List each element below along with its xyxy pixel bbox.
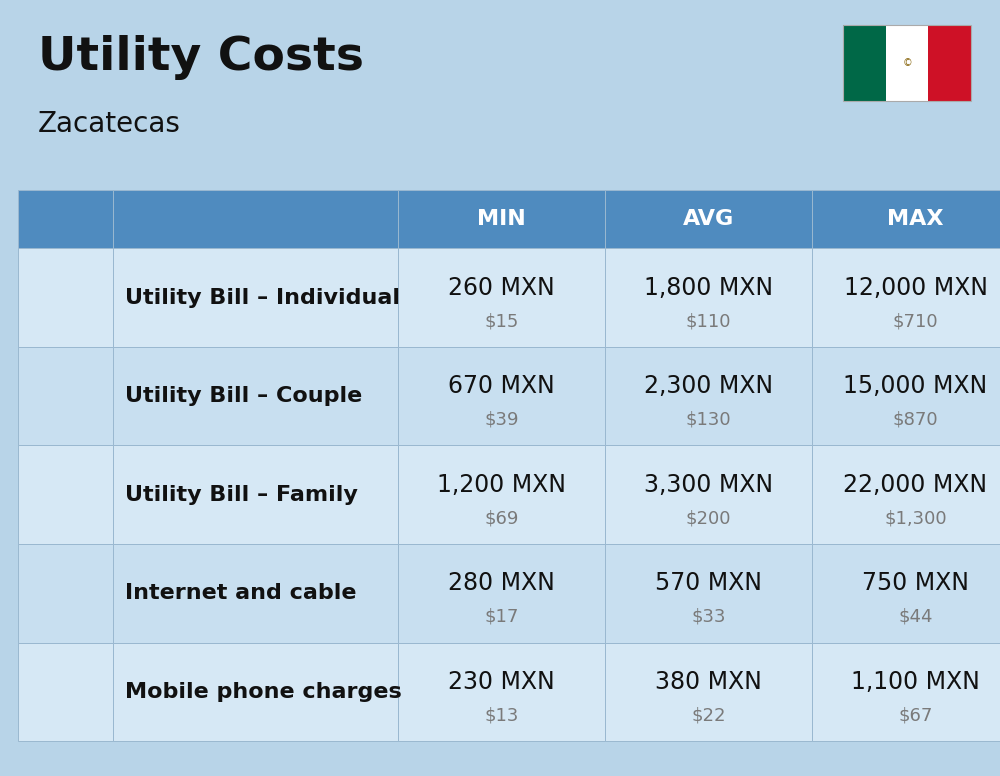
Bar [812, 190, 1000, 248]
Bar [605, 544, 812, 643]
Bar [812, 248, 1000, 347]
Text: 15,000 MXN: 15,000 MXN [843, 374, 988, 398]
Text: $67: $67 [898, 706, 933, 725]
Text: 3,300 MXN: 3,300 MXN [644, 473, 773, 497]
Text: $44: $44 [898, 608, 933, 626]
Text: $17: $17 [484, 608, 519, 626]
Text: 260 MXN: 260 MXN [448, 275, 555, 300]
Text: 2,300 MXN: 2,300 MXN [644, 374, 773, 398]
Text: 1,200 MXN: 1,200 MXN [437, 473, 566, 497]
Text: 12,000 MXN: 12,000 MXN [844, 275, 988, 300]
Bar [113, 643, 398, 741]
Bar [18, 445, 113, 544]
Text: AVG: AVG [683, 210, 734, 229]
Bar [18, 643, 113, 741]
Bar [18, 544, 113, 643]
Bar [605, 445, 812, 544]
Text: Utility Bill – Family: Utility Bill – Family [125, 485, 358, 504]
Bar [398, 347, 605, 445]
Bar [812, 544, 1000, 643]
Text: 380 MXN: 380 MXN [655, 670, 762, 694]
Text: 570 MXN: 570 MXN [655, 571, 762, 595]
Bar [113, 544, 398, 643]
Text: $22: $22 [691, 706, 726, 725]
Bar [605, 643, 812, 741]
Text: $13: $13 [484, 706, 519, 725]
Bar [113, 347, 398, 445]
Text: $870: $870 [893, 411, 938, 429]
Text: Internet and cable: Internet and cable [125, 584, 356, 603]
Text: Utility Bill – Individual: Utility Bill – Individual [125, 288, 400, 307]
Text: $110: $110 [686, 312, 731, 331]
Bar [113, 248, 398, 347]
Text: 280 MXN: 280 MXN [448, 571, 555, 595]
Text: $710: $710 [893, 312, 938, 331]
Text: 750 MXN: 750 MXN [862, 571, 969, 595]
Bar [398, 544, 605, 643]
Bar [812, 347, 1000, 445]
Text: 22,000 MXN: 22,000 MXN [843, 473, 988, 497]
Text: 230 MXN: 230 MXN [448, 670, 555, 694]
Bar [843, 25, 971, 101]
Text: Utility Costs: Utility Costs [38, 35, 364, 80]
Bar [605, 248, 812, 347]
Bar [398, 248, 605, 347]
Bar [398, 190, 605, 248]
Text: $39: $39 [484, 411, 519, 429]
Text: MIN: MIN [477, 210, 526, 229]
Bar [18, 248, 113, 347]
Bar [18, 347, 113, 445]
Text: Mobile phone charges: Mobile phone charges [125, 682, 402, 702]
Bar [605, 190, 812, 248]
Text: ©: © [902, 58, 912, 68]
Bar [113, 445, 398, 544]
Bar [812, 643, 1000, 741]
Bar [113, 190, 398, 248]
Text: 670 MXN: 670 MXN [448, 374, 555, 398]
Text: $200: $200 [686, 509, 731, 528]
Bar [928, 25, 971, 101]
Text: $15: $15 [484, 312, 519, 331]
Bar [398, 445, 605, 544]
Text: Utility Bill – Couple: Utility Bill – Couple [125, 386, 362, 406]
Bar [886, 25, 928, 101]
Bar [18, 190, 113, 248]
Text: $69: $69 [484, 509, 519, 528]
Text: $130: $130 [686, 411, 731, 429]
Bar [398, 643, 605, 741]
Bar [605, 347, 812, 445]
Text: 1,800 MXN: 1,800 MXN [644, 275, 773, 300]
Bar [812, 445, 1000, 544]
Text: $1,300: $1,300 [884, 509, 947, 528]
Text: Zacatecas: Zacatecas [38, 110, 181, 138]
Bar [843, 25, 886, 101]
Text: 1,100 MXN: 1,100 MXN [851, 670, 980, 694]
Text: $33: $33 [691, 608, 726, 626]
Text: MAX: MAX [887, 210, 944, 229]
